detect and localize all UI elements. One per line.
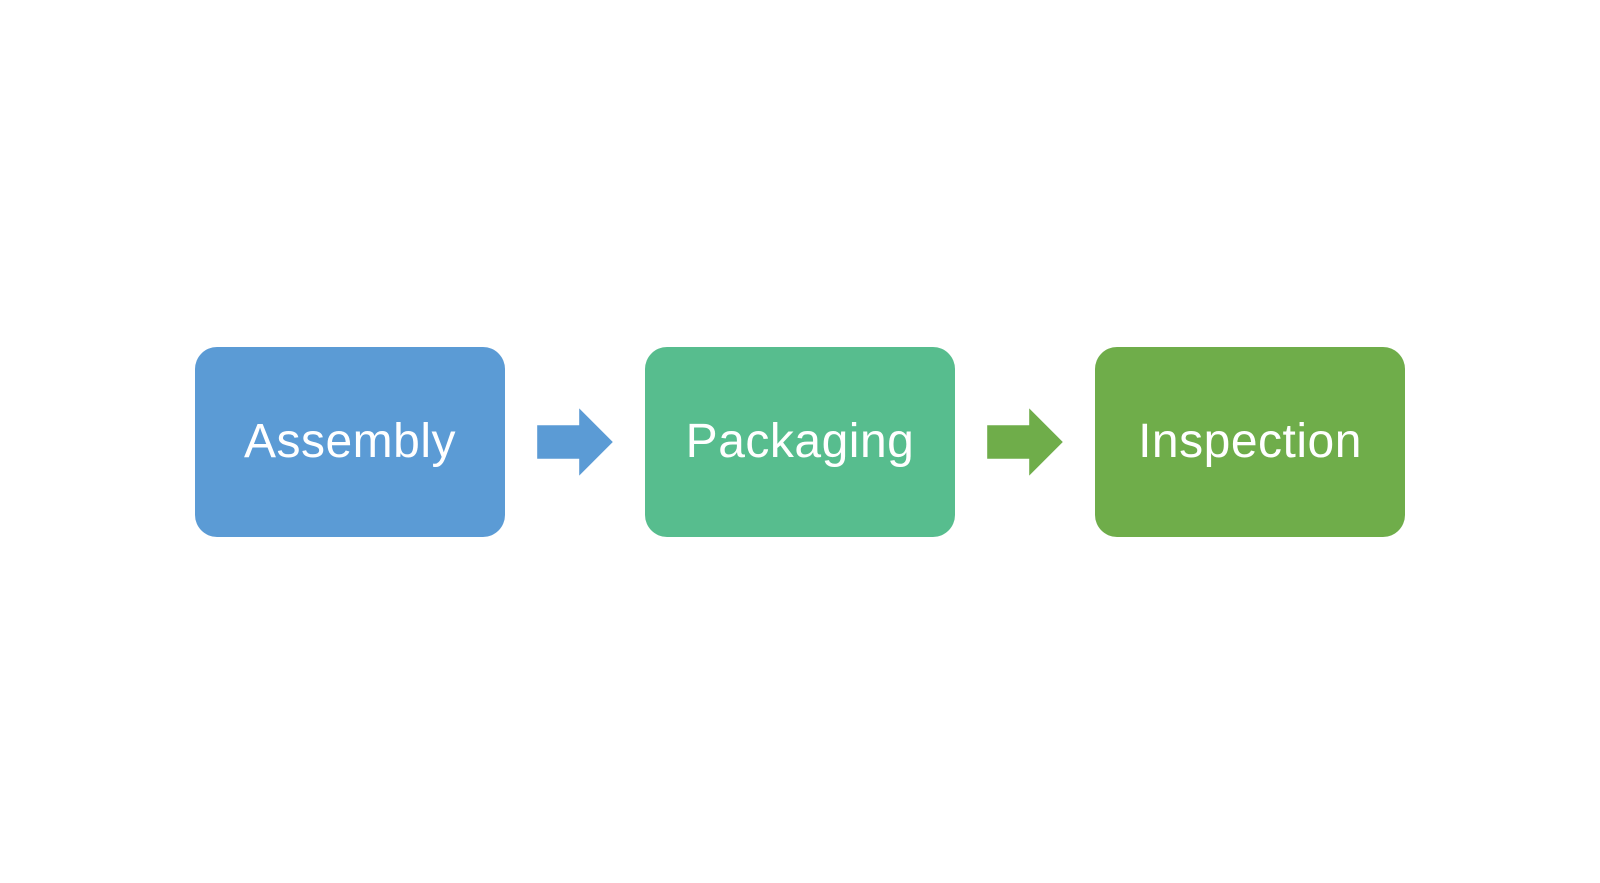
arrow-icon: [533, 400, 617, 484]
flow-node-label: Packaging: [686, 414, 915, 469]
flow-node-inspection: Inspection: [1095, 347, 1405, 537]
flowchart-container: Assembly Packaging Inspection: [195, 347, 1405, 537]
flow-node-assembly: Assembly: [195, 347, 505, 537]
flow-node-packaging: Packaging: [645, 347, 955, 537]
arrow-icon: [983, 400, 1067, 484]
flow-node-label: Inspection: [1138, 414, 1362, 469]
flow-node-label: Assembly: [244, 414, 456, 469]
